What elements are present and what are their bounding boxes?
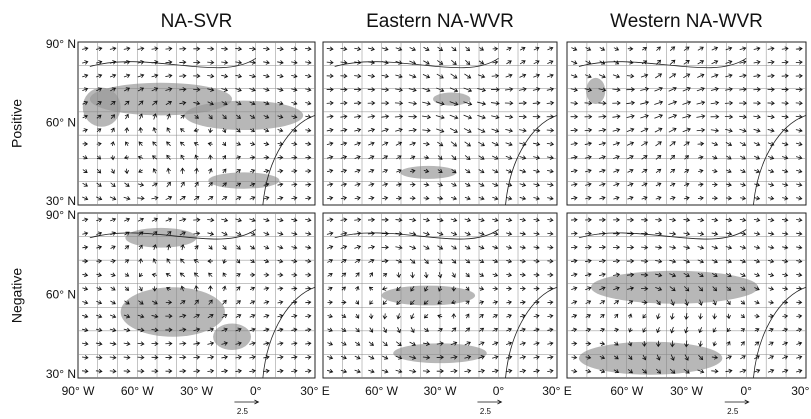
grid-line <box>323 213 557 378</box>
lon-label: 30° W <box>180 384 213 398</box>
lon-label: 30° E <box>542 384 571 398</box>
reference-arrow <box>234 399 260 405</box>
reference-arrow <box>477 399 503 405</box>
lat-label: 90° N <box>46 208 76 222</box>
vector-field <box>326 217 554 374</box>
shading <box>213 323 252 350</box>
lat-label: 90° N <box>46 37 76 51</box>
vector-field <box>570 46 803 201</box>
vector-field <box>326 46 555 201</box>
lon-label: 30° E <box>791 384 811 398</box>
shading <box>586 77 606 104</box>
lon-label: 30° E <box>300 384 329 398</box>
lon-label: 0° <box>493 384 505 398</box>
map-panel <box>566 41 807 206</box>
row-label: Negative <box>9 268 25 323</box>
lat-label: 30° N <box>46 367 76 381</box>
lat-label: 30° N <box>46 194 76 208</box>
map-panel <box>322 41 558 206</box>
vector-field <box>82 46 312 201</box>
lon-label: 60° W <box>365 384 398 398</box>
panel-title: Western NA-WVR <box>610 11 763 32</box>
lat-label: 60° N <box>46 116 76 130</box>
map-panel <box>77 41 316 206</box>
grid-line <box>323 42 557 205</box>
shading <box>590 270 759 304</box>
grid-line <box>78 213 315 378</box>
shading <box>432 92 471 106</box>
reference-label: 2.5 <box>480 407 492 416</box>
vector-field <box>81 217 312 374</box>
lon-label: 30° W <box>670 384 703 398</box>
shading <box>120 287 225 337</box>
shading <box>82 87 121 127</box>
map-panel <box>322 212 558 379</box>
shading <box>381 285 476 306</box>
map-panel <box>566 212 807 379</box>
lon-label: 60° W <box>121 384 154 398</box>
lon-label: 60° W <box>610 384 643 398</box>
map-panel <box>77 212 316 379</box>
grid-line <box>78 42 315 205</box>
shading <box>184 100 304 131</box>
reference-label: 2.5 <box>237 407 249 416</box>
lon-label: 90° W <box>62 384 95 398</box>
reference-arrow <box>724 399 750 405</box>
lon-label: 0° <box>250 384 262 398</box>
shading <box>125 227 197 248</box>
lon-label: 30° W <box>424 384 457 398</box>
vector-field <box>570 217 803 374</box>
panel-title: NA-SVR <box>161 11 233 32</box>
reference-label: 2.5 <box>727 407 739 416</box>
grid-line <box>567 42 806 205</box>
row-label: Positive <box>9 99 25 148</box>
panel-title: Eastern NA-WVR <box>366 11 514 32</box>
shading <box>400 165 457 179</box>
lon-label: 0° <box>741 384 753 398</box>
lat-label: 60° N <box>46 288 76 302</box>
